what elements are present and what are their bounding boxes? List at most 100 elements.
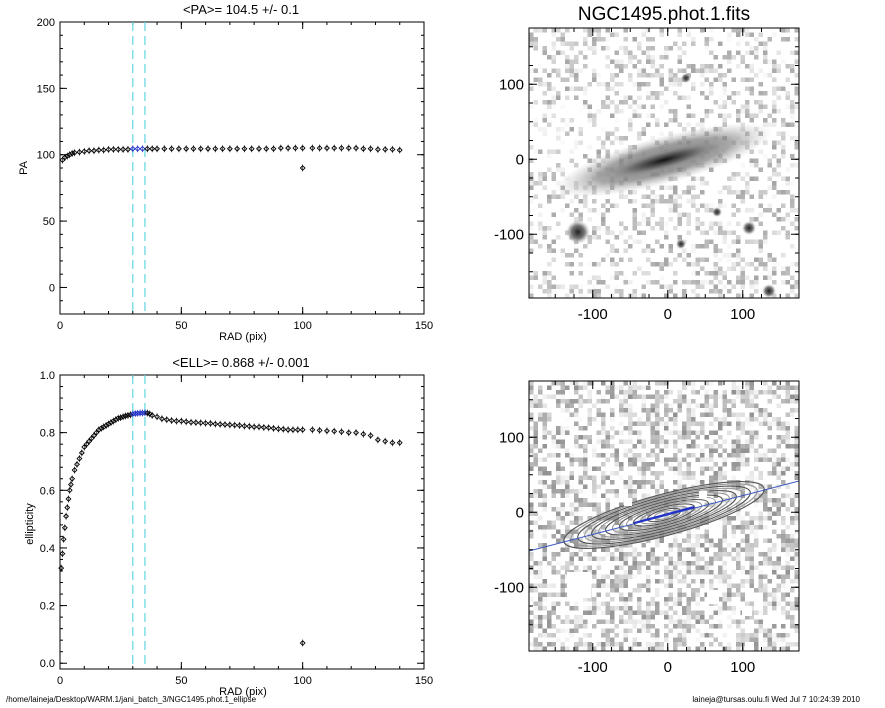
noise-pixel (650, 421, 655, 426)
noise-pixel (763, 538, 768, 543)
contour-image-frame (528, 380, 800, 652)
noise-pixel (655, 408, 660, 413)
noise-pixel (542, 113, 547, 118)
noise-pixel (623, 46, 628, 51)
noise-pixel (727, 253, 732, 258)
noise-pixel (785, 271, 790, 276)
data-point (374, 146, 381, 153)
noise-pixel (767, 547, 772, 552)
noise-pixel (542, 435, 547, 440)
noise-pixel (722, 235, 727, 240)
noise-pixel (542, 493, 547, 498)
noise-pixel (610, 502, 615, 507)
noise-pixel (767, 253, 772, 258)
noise-pixel (542, 444, 547, 449)
noise-pixel (646, 444, 651, 449)
noise-pixel (592, 46, 597, 51)
noise-pixel (551, 86, 556, 91)
noise-pixel (713, 489, 718, 494)
noise-pixel (727, 592, 732, 597)
data-point (161, 145, 168, 152)
noise-pixel (533, 606, 538, 611)
noise-pixel (556, 131, 561, 136)
noise-pixel (578, 289, 583, 294)
noise-pixel (718, 493, 723, 498)
noise-pixel (668, 439, 673, 444)
noise-pixel (650, 430, 655, 435)
noise-pixel (682, 430, 687, 435)
noise-pixel (587, 417, 592, 422)
noise-pixel (655, 403, 660, 408)
noise-pixel (637, 516, 642, 521)
noise-pixel (686, 221, 691, 226)
noise-pixel (659, 417, 664, 422)
noise-pixel (686, 547, 691, 552)
noise-pixel (560, 547, 565, 552)
noise-pixel (754, 435, 759, 440)
noise-pixel (677, 403, 682, 408)
noise-pixel (547, 610, 552, 615)
noise-pixel (619, 606, 624, 611)
noise-pixel (673, 399, 678, 404)
noise-pixel (731, 266, 736, 271)
noise-pixel (614, 385, 619, 390)
noise-pixel (727, 280, 732, 285)
noise-pixel (772, 104, 777, 109)
noise-pixel (538, 390, 543, 395)
noise-pixel (677, 642, 682, 647)
noise-pixel (619, 257, 624, 262)
noise-pixel (736, 190, 741, 195)
noise-pixel (722, 284, 727, 289)
noise-pixel (587, 46, 592, 51)
noise-pixel (781, 140, 786, 145)
noise-pixel (556, 615, 561, 620)
noise-pixel (677, 462, 682, 467)
noise-pixel (745, 615, 750, 620)
noise-pixel (529, 520, 534, 525)
noise-pixel (623, 601, 628, 606)
noise-pixel (749, 489, 754, 494)
y-tick-label: 0.0 (40, 658, 55, 670)
noise-pixel (794, 493, 799, 498)
noise-pixel (641, 516, 646, 521)
noise-pixel (587, 113, 592, 118)
noise-pixel (763, 266, 768, 271)
noise-pixel (664, 489, 669, 494)
noise-pixel (547, 615, 552, 620)
noise-pixel (574, 244, 579, 249)
noise-pixel (632, 462, 637, 467)
noise-pixel (551, 444, 556, 449)
noise-pixel (794, 226, 799, 231)
data-point (154, 145, 161, 152)
noise-pixel (713, 77, 718, 82)
noise-pixel (686, 113, 691, 118)
noise-pixel (623, 597, 628, 602)
noise-pixel (790, 203, 795, 208)
noise-pixel (556, 489, 561, 494)
noise-pixel (736, 262, 741, 267)
noise-pixel (551, 556, 556, 561)
noise-pixel (763, 601, 768, 606)
noise-pixel (601, 430, 606, 435)
noise-pixel (736, 32, 741, 37)
noise-pixel (655, 471, 660, 476)
noise-pixel (668, 547, 673, 552)
noise-pixel (560, 426, 565, 431)
noise-pixel (700, 619, 705, 624)
noise-pixel (790, 181, 795, 186)
noise-pixel (610, 435, 615, 440)
noise-pixel (601, 381, 606, 386)
noise-pixel (754, 516, 759, 521)
noise-pixel (578, 253, 583, 258)
noise-pixel (659, 194, 664, 199)
noise-pixel (533, 444, 538, 449)
noise-pixel (610, 257, 615, 262)
noise-pixel (673, 637, 678, 642)
noise-pixel (556, 68, 561, 73)
noise-pixel (637, 46, 642, 51)
noise-pixel (614, 235, 619, 240)
noise-pixel (790, 275, 795, 280)
noise-pixel (781, 624, 786, 629)
noise-pixel (722, 408, 727, 413)
noise-pixel (565, 403, 570, 408)
